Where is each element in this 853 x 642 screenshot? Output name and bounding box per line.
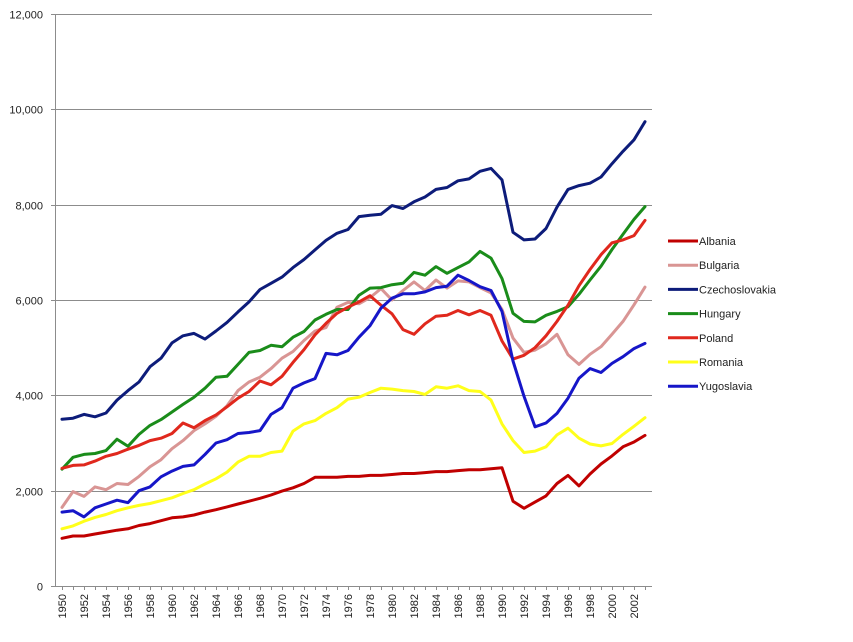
series-line-yugoslavia xyxy=(60,273,647,519)
x-tick-label: 1958 xyxy=(145,594,157,618)
legend-label: Romania xyxy=(699,357,744,369)
y-tick-label: 2,000 xyxy=(15,487,43,499)
legend-entry-albania: Albania xyxy=(668,236,737,248)
x-tick-label: 1966 xyxy=(233,594,245,618)
x-tick-label: 1986 xyxy=(453,594,465,618)
x-tick-label: 1962 xyxy=(189,594,201,618)
y-tick-label: 8,000 xyxy=(15,201,43,213)
legend-entry-romania: Romania xyxy=(668,357,744,369)
legend-label: Czechoslovakia xyxy=(699,284,777,296)
legend-label: Poland xyxy=(699,333,733,345)
x-tick-label: 1982 xyxy=(409,594,421,618)
x-axis-tick-labels: 1950 1952 1954 1956 1958 1960 1962 1964 1966 1968… xyxy=(57,594,641,618)
legend-label: Albania xyxy=(699,236,737,248)
series-line-czechoslovakia xyxy=(60,120,647,421)
x-tick-label: 1954 xyxy=(101,594,113,618)
y-axis-tick-labels: 0 2,000 4,000 6,000 8,000 10,000 12,000 xyxy=(9,10,43,594)
legend-label: Yugoslavia xyxy=(699,381,753,393)
y-tick-label: 12,000 xyxy=(9,10,43,22)
series-line-poland xyxy=(60,218,647,470)
x-tick-label: 1976 xyxy=(343,594,355,618)
series-line-hungary xyxy=(60,205,647,471)
x-tick-label: 1952 xyxy=(79,594,91,618)
x-tick-label: 2002 xyxy=(629,594,641,618)
x-tick-label: 1994 xyxy=(541,594,553,618)
x-tick-label: 1960 xyxy=(167,594,179,618)
x-tick-label: 1972 xyxy=(299,594,311,618)
gridlines xyxy=(55,14,652,492)
legend: Albania Bulgaria Czechoslovakia Hungary Pola… xyxy=(668,236,777,393)
x-tick-label: 1964 xyxy=(211,594,223,618)
x-tick-label: 1996 xyxy=(563,594,575,618)
legend-entry-yugoslavia: Yugoslavia xyxy=(668,381,753,393)
y-tick-label: 10,000 xyxy=(9,105,43,117)
axes xyxy=(51,14,652,590)
legend-entry-hungary: Hungary xyxy=(668,309,741,321)
x-tick-label: 2000 xyxy=(607,594,619,618)
x-tick-label: 1956 xyxy=(123,594,135,618)
legend-label: Bulgaria xyxy=(699,260,740,272)
y-tick-label: 6,000 xyxy=(15,296,43,308)
x-tick-label: 1988 xyxy=(475,594,487,618)
legend-entry-czechoslovakia: Czechoslovakia xyxy=(668,284,777,296)
y-tick-label: 0 xyxy=(37,582,43,594)
y-tick-label: 4,000 xyxy=(15,391,43,403)
legend-entry-poland: Poland xyxy=(668,333,733,345)
x-tick-label: 1990 xyxy=(497,594,509,618)
x-tick-label: 1970 xyxy=(277,594,289,618)
x-tick-label: 1980 xyxy=(387,594,399,618)
x-tick-label: 1950 xyxy=(57,594,69,618)
x-tick-label: 1978 xyxy=(365,594,377,618)
x-tick-label: 1998 xyxy=(585,594,597,618)
legend-entry-bulgaria: Bulgaria xyxy=(668,260,740,272)
series-lines xyxy=(60,120,647,540)
series-line-romania xyxy=(60,384,647,531)
x-tick-label: 1992 xyxy=(519,594,531,618)
legend-label: Hungary xyxy=(699,309,741,321)
x-tick-label: 1974 xyxy=(321,594,333,618)
series-line-bulgaria xyxy=(60,278,647,509)
x-tick-label: 1968 xyxy=(255,594,267,618)
x-tick-label: 1984 xyxy=(431,594,443,618)
series-line-albania xyxy=(60,433,647,540)
